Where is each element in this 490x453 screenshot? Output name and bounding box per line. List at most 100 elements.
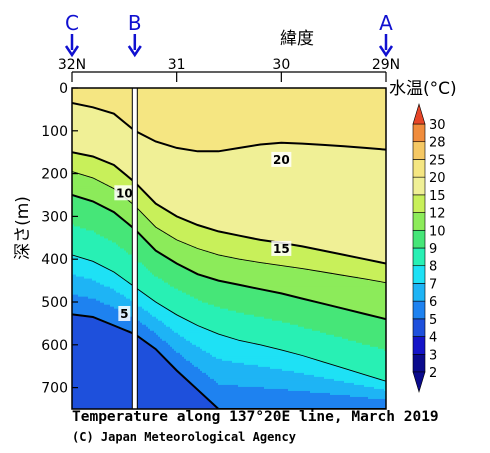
field-cell — [86, 142, 89, 145]
field-cell — [84, 332, 87, 336]
field-cell — [72, 392, 75, 396]
field-cell — [114, 210, 117, 213]
field-cell — [100, 338, 103, 342]
field-cell — [120, 302, 123, 306]
field-cell — [116, 220, 119, 224]
field-cell — [94, 284, 97, 288]
field-cell — [120, 222, 123, 226]
field-cell — [102, 364, 105, 368]
field-cell — [90, 344, 93, 348]
field-cell — [96, 226, 99, 230]
field-cell — [82, 334, 85, 338]
field-cell — [104, 318, 107, 322]
field-cell — [118, 248, 121, 252]
field-cell — [106, 192, 109, 195]
field-cell — [112, 254, 115, 258]
field-cell — [112, 128, 115, 131]
field-cell — [118, 200, 121, 203]
field-cell — [90, 396, 93, 400]
field-cell — [80, 158, 83, 161]
field-cell — [98, 144, 101, 147]
field-cell — [108, 302, 111, 306]
field-cell — [118, 124, 121, 127]
field-cell — [76, 184, 79, 187]
field-cell — [102, 406, 105, 409]
field-cell — [88, 360, 91, 364]
field-cell — [88, 248, 91, 252]
field-cell — [94, 336, 97, 340]
field-cell — [100, 166, 103, 169]
field-cell — [86, 134, 89, 137]
field-cell — [120, 220, 123, 224]
field-cell — [88, 400, 91, 404]
field-cell — [102, 400, 105, 404]
field-cell — [92, 258, 95, 262]
field-cell — [74, 274, 77, 278]
field-cell — [118, 260, 121, 264]
field-cell — [90, 268, 93, 272]
field-cell — [102, 238, 105, 242]
field-cell — [116, 258, 119, 262]
field-cell — [88, 88, 91, 91]
field-cell — [92, 368, 95, 372]
field-cell — [102, 172, 105, 175]
field-cell — [98, 106, 101, 109]
field-cell — [84, 126, 87, 129]
field-cell — [76, 396, 79, 400]
field-cell — [120, 152, 123, 155]
field-cell — [82, 126, 85, 129]
field-cell — [72, 104, 75, 107]
field-cell — [106, 196, 109, 199]
field-cell — [98, 254, 101, 258]
field-cell — [110, 94, 113, 97]
field-cell — [82, 392, 85, 396]
field-cell — [96, 306, 99, 310]
field-cell — [80, 358, 83, 362]
field-cell — [72, 238, 75, 242]
field-cell — [78, 370, 81, 374]
field-cell — [118, 354, 121, 358]
field-cell — [112, 88, 115, 91]
field-cell — [112, 120, 115, 123]
field-cell — [94, 96, 97, 99]
field-cell — [118, 400, 121, 404]
field-cell — [92, 330, 95, 334]
field-cell — [116, 240, 119, 244]
field-cell — [84, 88, 87, 91]
field-cell — [116, 388, 119, 392]
field-cell — [100, 130, 103, 133]
field-cell — [106, 386, 109, 390]
field-cell — [92, 152, 95, 155]
field-cell — [82, 124, 85, 127]
field-cell — [118, 254, 121, 258]
field-cell — [84, 384, 87, 388]
field-cell — [108, 154, 111, 157]
field-cell — [100, 290, 103, 294]
field-cell — [110, 230, 113, 234]
field-cell — [84, 380, 87, 384]
field-cell — [114, 236, 117, 240]
field-cell — [94, 406, 97, 409]
field-cell — [92, 232, 95, 236]
field-cell — [82, 224, 85, 228]
field-cell — [98, 366, 101, 370]
field-cell — [86, 132, 89, 135]
field-cell — [84, 128, 87, 131]
field-cell — [76, 354, 79, 358]
field-cell — [118, 372, 121, 376]
field-cell — [88, 146, 91, 149]
field-cell — [94, 356, 97, 360]
field-cell — [84, 110, 87, 113]
field-cell — [102, 362, 105, 366]
field-cell — [74, 396, 77, 400]
field-cell — [96, 256, 99, 260]
field-cell — [106, 252, 109, 256]
field-cell — [72, 368, 75, 372]
field-cell — [76, 320, 79, 324]
field-cell — [74, 234, 77, 238]
field-cell — [86, 98, 89, 101]
field-cell — [118, 126, 121, 129]
field-cell — [106, 334, 109, 338]
field-cell — [102, 98, 105, 101]
field-cell — [106, 170, 109, 173]
